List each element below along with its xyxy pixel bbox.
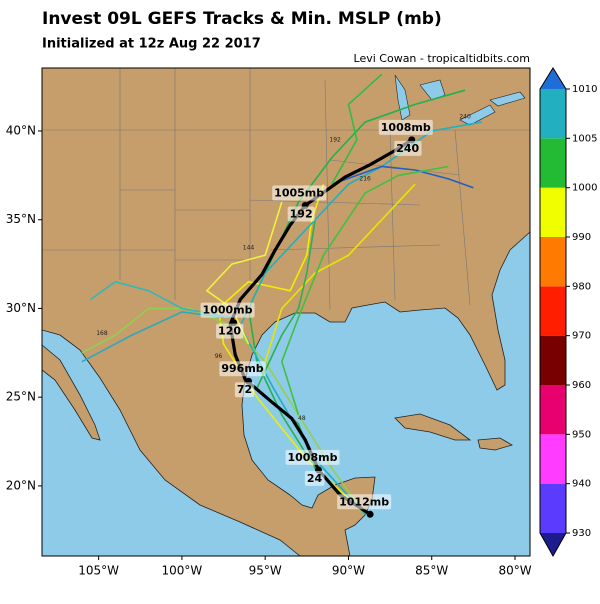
x-tick-label: 85°W (415, 564, 448, 578)
mean-track-point (366, 510, 374, 518)
x-tick-label: 105°W (78, 564, 119, 578)
x-tick-label: 100°W (162, 564, 203, 578)
colorbar-segment (540, 89, 566, 139)
y-tick-label: 30°N (6, 301, 36, 315)
label-box (285, 449, 340, 465)
baja-california (42, 344, 101, 441)
y-tick-label: 20°N (6, 478, 36, 492)
mean-track (228, 138, 413, 516)
member-hour-label: 216 (359, 175, 371, 182)
y-tick-label: 25°N (6, 390, 36, 404)
member-hour-label: 192 (329, 136, 341, 143)
mean-track-label: 24 (307, 472, 323, 485)
x-tick-label: 95°W (249, 564, 282, 578)
colorbar-tick-label: 950 (572, 429, 591, 440)
colorbar-under (540, 533, 566, 556)
colorbar-tick-label: 980 (572, 281, 591, 292)
member-track (280, 165, 449, 416)
colorbar-segment (540, 335, 566, 385)
mean-track-label: 1008mb (381, 121, 431, 134)
tracks: 192 216 240 168 144 48 96 (81, 73, 482, 516)
credit: Levi Cowan - tropicaltidbits.com (354, 52, 530, 65)
member-hour-label: 240 (459, 113, 471, 120)
mean-track-label: 1008mb (288, 451, 338, 464)
hispaniola (477, 437, 514, 451)
colorbar-tick-label: 960 (572, 380, 591, 391)
mean-labels: 1012mb 1008mb 24 996mb 72 1000mb 120 1005mb 192 1… (200, 119, 433, 518)
label-box (394, 140, 422, 156)
label-box (337, 494, 392, 510)
mean-track-label: 996mb (221, 362, 263, 375)
x-tick-label: 80°W (498, 564, 531, 578)
map-frame (41, 67, 531, 557)
member-track (264, 183, 416, 362)
member-track (89, 280, 233, 319)
colorbar-segment (540, 385, 566, 435)
colorbar-tick-label: 940 (572, 479, 591, 490)
map-area: 192 216 240 168 144 48 96 (42, 68, 530, 556)
label-box (219, 361, 266, 377)
colorbar-over (540, 68, 566, 89)
colorbar-tick-label: 990 (572, 232, 591, 243)
y-tick-label: 40°N (6, 123, 36, 137)
member-hour-label: 144 (243, 245, 255, 252)
label-box (304, 470, 325, 486)
colorbar: 930 940 950 960 970 980 990 1000 1005 1010 (539, 67, 597, 558)
x-tick-label: 90°W (332, 564, 365, 578)
member-hour-label: 168 (96, 330, 108, 337)
colorbar-tick-label: 970 (572, 331, 591, 342)
map-title: Invest 09L GEFS Tracks & Min. MSLP (mb) (42, 9, 442, 29)
map-subtitle: Initialized at 12z Aug 22 2017 (42, 37, 261, 52)
colorbar-segment (540, 286, 566, 336)
great-lakes (394, 74, 526, 126)
member-hour-label: 48 (298, 415, 306, 422)
colorbar-tick-label: 1005 (572, 133, 597, 144)
mean-track-label: 1000mb (203, 304, 253, 317)
mean-track-label: 1012mb (339, 495, 389, 508)
y-tick-label: 35°N (6, 212, 36, 226)
cuba (394, 413, 472, 441)
mean-track-label: 72 (237, 383, 252, 396)
colorbar-tick-label: 1010 (572, 84, 597, 95)
axes: 105°W 100°W 95°W 90°W 85°W 80°W 20°N 25°N 30°N 35… (6, 123, 532, 577)
mean-track-label: 120 (218, 325, 241, 338)
colorbar-tick-label: 1000 (572, 183, 597, 194)
member-track (331, 165, 474, 189)
mean-track-label: 240 (396, 142, 419, 155)
label-box (234, 382, 255, 398)
colorbar-segment (540, 138, 566, 188)
member-track (217, 183, 366, 515)
colorbar-segment (540, 483, 566, 533)
colorbar-segment (540, 434, 566, 484)
mean-track-label: 1005mb (274, 187, 324, 200)
mean-track-label: 192 (290, 208, 313, 221)
member-track (331, 73, 383, 185)
label-box (200, 302, 255, 318)
colorbar-segment (540, 187, 566, 237)
member-hour-label: 96 (215, 353, 223, 360)
label-box (272, 185, 327, 201)
label-box (378, 119, 433, 135)
colorbar-tick-label: 930 (572, 528, 591, 539)
label-box (216, 323, 244, 339)
colorbar-segment (540, 237, 566, 287)
label-box (287, 206, 315, 222)
